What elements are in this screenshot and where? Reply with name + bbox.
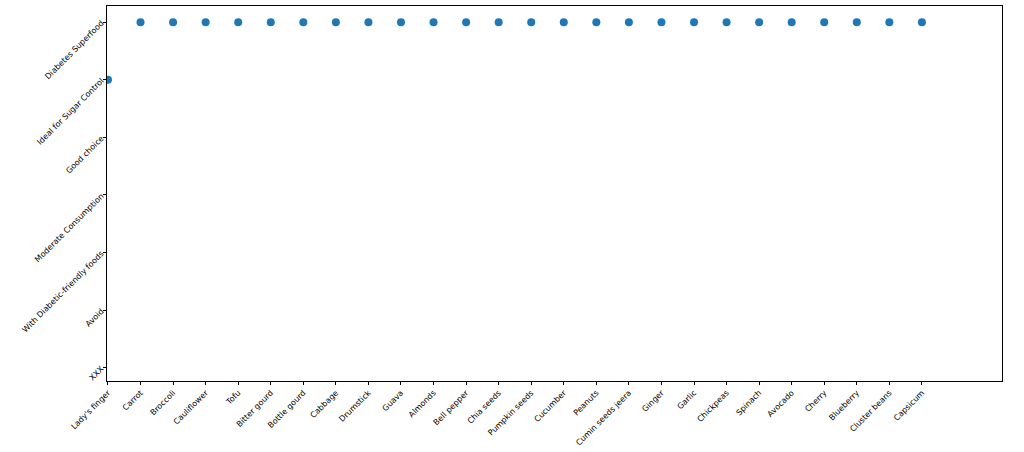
svg-text:Ginger: Ginger <box>640 388 666 414</box>
svg-text:Almonds: Almonds <box>407 388 438 419</box>
svg-text:Carrot: Carrot <box>121 388 145 412</box>
svg-text:Chia seeds: Chia seeds <box>466 388 503 425</box>
svg-text:Avocado: Avocado <box>766 388 796 418</box>
svg-text:Tofu: Tofu <box>224 388 243 407</box>
svg-text:Spinach: Spinach <box>734 388 763 417</box>
svg-text:With Diabetic-friendly foods: With Diabetic-friendly foods <box>21 249 106 334</box>
svg-text:Bitter gourd: Bitter gourd <box>235 388 275 428</box>
svg-text:Diabetes Superfood: Diabetes Superfood <box>43 19 105 81</box>
svg-text:Garlic: Garlic <box>675 388 698 411</box>
svg-text:Capsicum: Capsicum <box>892 388 926 422</box>
svg-text:Guava: Guava <box>381 388 406 413</box>
svg-text:Moderate Consumption: Moderate Consumption <box>33 192 106 265</box>
svg-text:Peanuts: Peanuts <box>572 388 601 417</box>
svg-text:Cabbage: Cabbage <box>309 388 341 420</box>
svg-text:Good choice: Good choice <box>64 134 105 175</box>
svg-text:Bottle gourd: Bottle gourd <box>266 388 307 429</box>
svg-text:Blueberry: Blueberry <box>827 388 861 422</box>
svg-text:XXX: XXX <box>88 364 106 382</box>
svg-text:Broccoli: Broccoli <box>149 388 178 417</box>
svg-text:Avoid: Avoid <box>84 307 106 329</box>
svg-text:Cauliflower: Cauliflower <box>172 388 210 426</box>
svg-text:Cumin seeds jeera: Cumin seeds jeera <box>574 388 633 447</box>
svg-text:Chickpeas: Chickpeas <box>695 388 730 423</box>
svg-text:Cucumber: Cucumber <box>533 388 569 424</box>
svg-text:Cluster beans: Cluster beans <box>848 388 893 433</box>
svg-text:Ideal for Sugar Control: Ideal for Sugar Control <box>35 76 105 146</box>
svg-text:Drumstick: Drumstick <box>337 388 373 424</box>
svg-text:Bell pepper: Bell pepper <box>432 388 471 427</box>
svg-text:Cherry: Cherry <box>803 388 828 413</box>
svg-text:Lady's finger: Lady's finger <box>69 388 112 431</box>
svg-text:Pumpkin seeds: Pumpkin seeds <box>486 388 535 437</box>
